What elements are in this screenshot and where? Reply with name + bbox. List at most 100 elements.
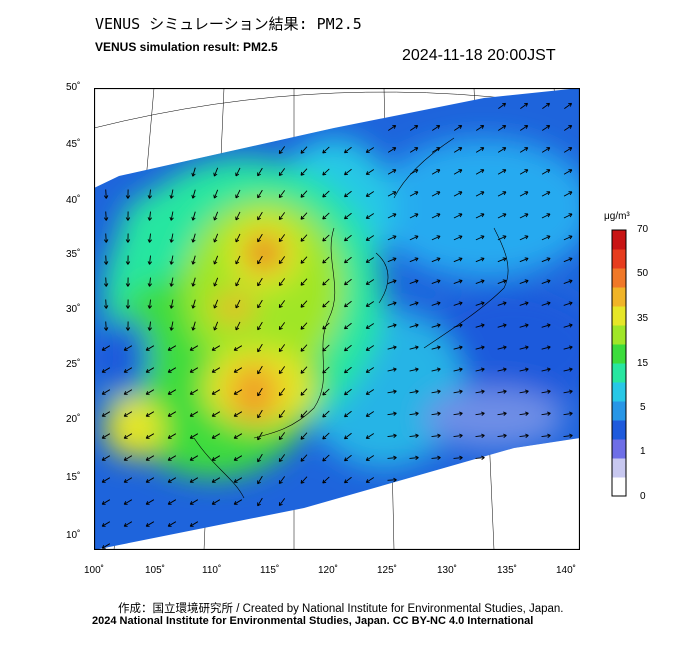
wind-arrow [189,499,199,505]
wind-arrow [300,432,308,440]
wind-arrow [167,521,177,527]
wind-arrow [257,475,263,485]
wind-arrow [145,411,155,417]
wind-arrow [322,278,330,286]
wind-arrow [475,213,485,219]
wind-arrow [476,125,485,131]
wind-arrow [497,367,507,372]
wind-arrow [189,345,199,351]
wind-arrow [145,499,155,505]
wind-arrow [519,345,529,350]
wind-arrow [519,323,529,328]
wind-arrow [191,277,196,287]
wind-arrow [520,125,529,131]
lon-tick-label: 110˚ [202,565,222,576]
wind-arrow [344,344,352,352]
wind-arrow [497,279,507,285]
wind-arrow [365,455,375,461]
wind-arrow [300,322,308,330]
wind-arrow [409,301,419,306]
wind-arrow [475,345,485,350]
wind-arrow [278,168,286,177]
wind-arrow [169,211,174,221]
lat-tick-label: 45˚ [66,139,81,150]
colorbar-tick-label: 5 [640,402,646,413]
wind-arrow [300,388,308,396]
wind-arrow [541,279,551,285]
wind-arrow [235,211,241,221]
wind-arrow [519,191,529,197]
wind-arrow [103,189,109,199]
wind-arrow [145,433,155,439]
wind-arrow [300,410,308,418]
lon-tick-label: 140˚ [556,565,577,576]
wind-arrow [387,323,397,328]
wind-arrow [519,169,529,175]
wind-arrow [410,125,419,131]
colorbar-steps [612,230,626,497]
wind-arrow [300,256,308,264]
wind-arrow [235,189,241,199]
wind-arrow [563,213,573,219]
map-title-japanese: VENUS シミュレーション結果: PM2.5 [95,15,362,33]
wind-arrow [147,299,152,309]
wind-arrow [125,189,131,199]
wind-arrow [191,189,196,199]
wind-arrow [497,257,507,263]
wind-arrow [365,147,375,153]
colorbar-step [612,287,626,307]
wind-arrow [101,389,111,395]
wind-arrow [344,212,352,220]
wind-arrow [278,322,286,331]
colorbar-step [612,458,626,478]
wind-arrow [475,169,485,175]
colorbar-step [612,477,626,497]
wind-arrow [497,433,507,438]
wind-arrow [431,411,441,416]
wind-arrow [365,191,375,197]
wind-arrow [257,453,263,463]
wind-arrow [233,345,243,351]
wind-arrow [147,211,152,221]
wind-arrow [365,411,375,417]
wind-arrow [563,367,573,372]
wind-arrow [541,257,551,263]
wind-arrow [432,125,441,131]
wind-arrow [233,477,243,483]
wind-arrow [409,367,419,372]
colorbar [611,229,627,497]
wind-arrow [189,521,199,527]
wind-arrow [300,476,308,484]
colorbar-tick-label: 15 [637,358,649,369]
wind-arrow [145,389,155,395]
wind-arrow [322,212,330,220]
wind-arrow [431,213,441,219]
wind-arrow [563,389,573,394]
wind-arrow [563,147,573,153]
wind-arrow [475,279,485,285]
wind-arrow [387,411,397,416]
wind-arrow [322,256,330,264]
wind-arrow [169,321,174,331]
wind-arrow [167,477,177,483]
colorbar-step [612,420,626,440]
wind-arrow [167,411,177,417]
wind-arrow [322,190,330,198]
colorbar-step [612,363,626,383]
wind-arrow [103,233,109,243]
wind-arrow [431,257,441,263]
lat-tick-label: 20˚ [66,414,81,425]
wind-arrow [103,211,109,221]
wind-arrow [189,477,199,483]
wind-arrow [541,389,551,394]
wind-arrow [344,432,352,440]
wind-arrow [300,344,308,352]
colorbar-step [612,325,626,345]
wind-arrow [541,323,551,328]
wind-arrow [278,146,286,155]
wind-arrow [475,323,485,328]
wind-arrow [519,301,529,306]
wind-arrow [498,125,507,131]
wind-arrow [475,301,485,306]
wind-arrow [497,411,507,416]
